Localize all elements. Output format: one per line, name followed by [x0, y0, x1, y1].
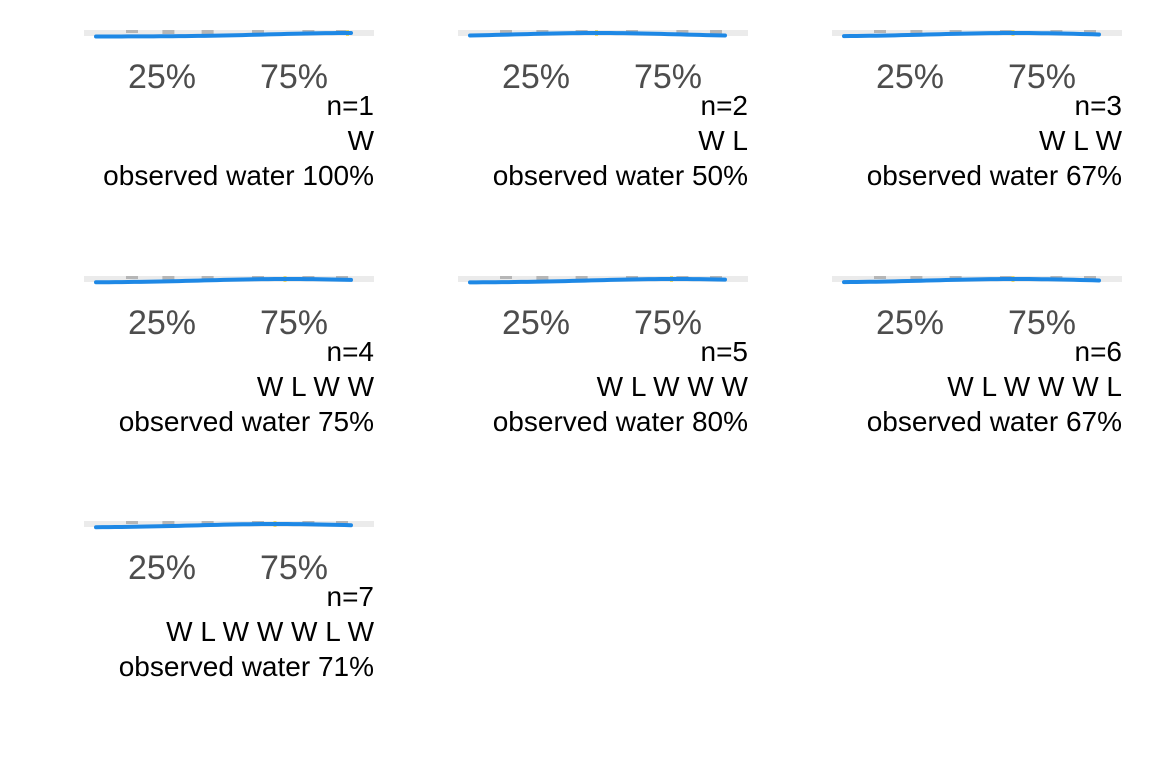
sequence-label: W L W W W	[596, 371, 748, 402]
sample-size-label: n=6	[1074, 336, 1123, 367]
histogram-bar	[536, 276, 549, 280]
sequence-label: W L W W	[256, 371, 374, 402]
posterior-line	[94, 276, 353, 285]
sequence-label: W L W W W L W	[166, 616, 374, 647]
histogram-bar	[874, 276, 886, 279]
facet-panel-3: 25% 75% n=3 W L W observed water 67%	[782, 14, 1122, 214]
sample-size-label: n=5	[700, 336, 749, 367]
facet-panel-2: 25% 75% n=2 W L observed water 50%	[408, 14, 748, 214]
posterior-line	[94, 31, 353, 39]
x-tick-label: 75%	[633, 58, 703, 96]
histogram-bar	[676, 30, 689, 34]
posterior-line	[468, 276, 727, 285]
sample-size-label: n=7	[326, 581, 375, 612]
x-tick-label: 25%	[501, 58, 571, 96]
x-tick-label: 25%	[501, 304, 571, 342]
posterior-line	[94, 522, 353, 530]
plot-area	[84, 521, 374, 530]
panel-background	[84, 30, 374, 36]
histogram-bar	[162, 30, 175, 34]
x-tick-label: 75%	[259, 549, 329, 587]
histogram-bar	[874, 30, 886, 33]
posterior-line	[468, 30, 727, 38]
sample-size-label: n=3	[1074, 90, 1123, 121]
facet-panel-7: 25% 75% n=7 W L W W W L W observed water 71%	[34, 505, 374, 705]
histogram-bar	[162, 521, 175, 525]
x-tick-label: 25%	[875, 304, 945, 342]
histogram-bar	[126, 521, 138, 524]
histogram-bar	[910, 30, 923, 34]
x-tick-label: 75%	[259, 304, 329, 342]
x-tick-label: 25%	[875, 58, 945, 96]
sample-size-label: n=2	[700, 90, 749, 121]
posterior-line	[842, 276, 1101, 285]
observed-water-label: observed water 75%	[118, 406, 374, 437]
observed-water-label: observed water 100%	[103, 160, 374, 191]
histogram-bar	[575, 276, 588, 281]
plot-area	[84, 30, 374, 39]
posterior-line	[842, 30, 1101, 39]
histogram-bar	[126, 276, 138, 279]
plot-area	[458, 30, 748, 38]
sequence-label: W	[347, 125, 374, 156]
plot-area	[832, 30, 1122, 39]
plot-area	[84, 276, 374, 285]
sample-size-label: n=4	[326, 336, 375, 367]
x-tick-label: 25%	[127, 549, 197, 587]
sequence-label: W L W	[1039, 125, 1122, 156]
histogram-bar	[710, 30, 722, 35]
histogram-bar	[162, 276, 175, 280]
observed-water-label: observed water 67%	[866, 406, 1122, 437]
histogram-bar	[500, 276, 512, 279]
x-tick-label: 75%	[1007, 304, 1077, 342]
histogram-bar	[201, 30, 214, 35]
plot-area	[832, 276, 1122, 285]
facet-panel-4: 25% 75% n=4 W L W W observed water 75%	[34, 260, 374, 460]
x-tick-label: 75%	[633, 304, 703, 342]
observed-water-label: observed water 80%	[492, 406, 748, 437]
x-tick-label: 25%	[127, 304, 197, 342]
histogram-bar	[500, 30, 512, 33]
x-tick-label: 25%	[127, 58, 197, 96]
x-tick-label: 75%	[1007, 58, 1077, 96]
observed-water-label: observed water 71%	[118, 651, 374, 682]
facet-panel-6: 25% 75% n=6 W L W W W L observed water 67%	[782, 260, 1122, 460]
sample-size-label: n=1	[326, 90, 375, 121]
plot-area	[458, 276, 748, 285]
observed-water-label: observed water 67%	[866, 160, 1122, 191]
facet-panel-5: 25% 75% n=5 W L W W W observed water 80%	[408, 260, 748, 460]
histogram-bar	[252, 30, 264, 33]
x-tick-label: 75%	[259, 58, 329, 96]
sequence-label: W L W W W L	[947, 371, 1122, 402]
observed-water-label: observed water 50%	[492, 160, 748, 191]
sequence-label: W L	[698, 125, 748, 156]
histogram-bar	[126, 30, 138, 33]
histogram-bar	[910, 276, 923, 280]
